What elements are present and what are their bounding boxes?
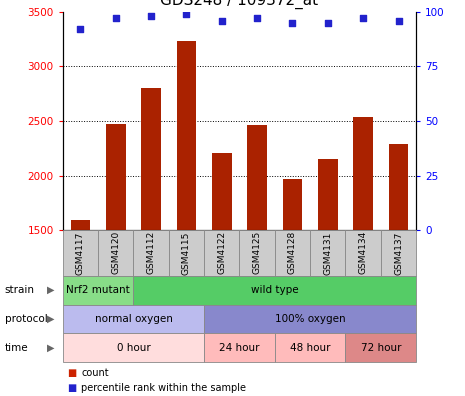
- Text: ▶: ▶: [47, 343, 55, 353]
- Bar: [177, 41, 196, 394]
- Text: GSM4112: GSM4112: [146, 231, 156, 274]
- Text: GSM4125: GSM4125: [252, 231, 262, 274]
- Text: ■: ■: [67, 383, 77, 393]
- Bar: [106, 124, 126, 394]
- Bar: [212, 152, 232, 394]
- Text: time: time: [5, 343, 28, 353]
- Bar: [353, 116, 373, 394]
- Text: count: count: [81, 368, 109, 379]
- Bar: [389, 144, 408, 394]
- Text: ■: ■: [67, 368, 77, 379]
- Point: [77, 26, 84, 32]
- Bar: [247, 126, 267, 394]
- Text: protocol: protocol: [5, 314, 47, 324]
- Text: strain: strain: [5, 285, 35, 295]
- Text: wild type: wild type: [251, 285, 299, 295]
- Text: GSM4137: GSM4137: [394, 231, 403, 274]
- Text: ▶: ▶: [47, 285, 55, 295]
- Point: [183, 11, 190, 17]
- Point: [218, 17, 226, 24]
- Point: [289, 20, 296, 26]
- Text: GSM4122: GSM4122: [217, 231, 226, 274]
- Text: 0 hour: 0 hour: [117, 343, 150, 353]
- Text: 24 hour: 24 hour: [219, 343, 260, 353]
- Point: [147, 13, 155, 19]
- Text: normal oxygen: normal oxygen: [94, 314, 173, 324]
- Point: [359, 15, 367, 22]
- Text: 48 hour: 48 hour: [290, 343, 331, 353]
- Text: percentile rank within the sample: percentile rank within the sample: [81, 383, 246, 393]
- Text: 72 hour: 72 hour: [360, 343, 401, 353]
- Text: GSM4131: GSM4131: [323, 231, 332, 274]
- Text: GSM4117: GSM4117: [76, 231, 85, 274]
- Point: [395, 17, 402, 24]
- Text: ▶: ▶: [47, 314, 55, 324]
- Point: [253, 15, 261, 22]
- Bar: [318, 159, 338, 394]
- Title: GDS248 / 109372_at: GDS248 / 109372_at: [160, 0, 319, 9]
- Point: [112, 15, 120, 22]
- Text: GSM4115: GSM4115: [182, 231, 191, 274]
- Bar: [71, 220, 90, 394]
- Text: GSM4134: GSM4134: [359, 231, 368, 274]
- Text: GSM4128: GSM4128: [288, 231, 297, 274]
- Text: GSM4120: GSM4120: [111, 231, 120, 274]
- Text: Nrf2 mutant: Nrf2 mutant: [66, 285, 130, 295]
- Text: 100% oxygen: 100% oxygen: [275, 314, 345, 324]
- Bar: [283, 179, 302, 394]
- Bar: [141, 88, 161, 394]
- Point: [324, 20, 332, 26]
